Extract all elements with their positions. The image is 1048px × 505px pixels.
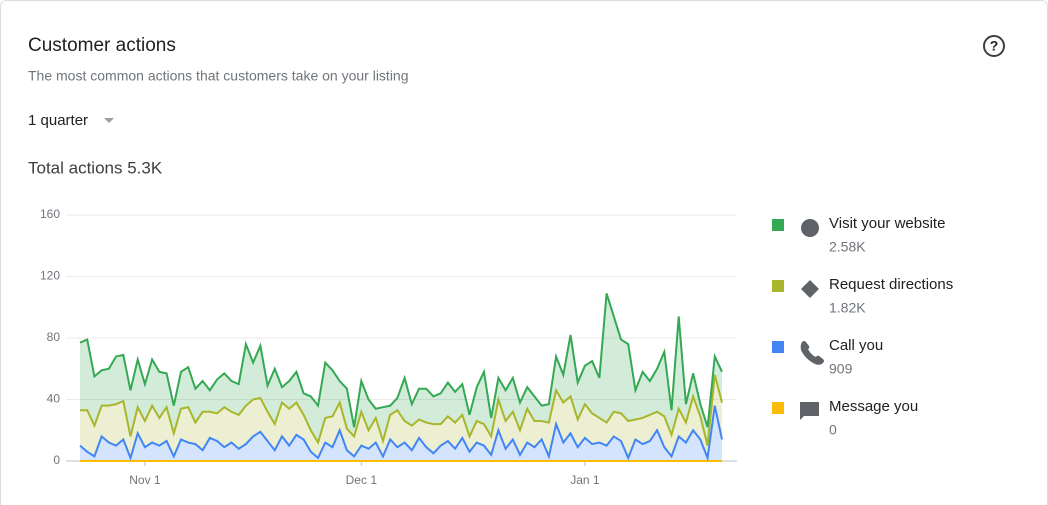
directions-icon — [801, 280, 819, 298]
legend-swatch — [772, 280, 784, 292]
dropdown-arrow[interactable] — [104, 118, 114, 123]
message-icon — [800, 402, 819, 420]
x-tick-label: Nov 1 — [129, 473, 161, 487]
legend-total: 0 — [829, 422, 837, 438]
legend: Visit your website 2.58K Request direction… — [772, 215, 953, 438]
total-actions: Total actions 5.3K — [28, 158, 163, 177]
legend-label: Visit your website — [829, 215, 945, 232]
subtitle: The most common actions that customers t… — [28, 68, 409, 84]
help-icon[interactable]: ? — [983, 35, 1005, 57]
plot: 0 40 80 120 160 Nov 1 Dec 1 Jan 1 — [40, 207, 737, 487]
help-circle[interactable] — [983, 35, 1005, 57]
legend-icons — [800, 219, 824, 420]
area — [80, 293, 722, 446]
line — [79, 405, 723, 462]
line — [79, 293, 723, 428]
legend-swatch — [772, 219, 784, 231]
area — [80, 405, 722, 461]
legend-swatch — [772, 402, 784, 414]
legend-total: 2.58K — [829, 239, 866, 255]
title: Customer actions — [28, 35, 176, 56]
help-mark[interactable]: ? — [990, 38, 999, 54]
legend-swatch — [772, 341, 784, 353]
y-tick-label: 160 — [40, 207, 60, 221]
legend-total: 1.82K — [829, 300, 866, 316]
line — [80, 374, 723, 446]
y-tick-label: 80 — [47, 330, 61, 344]
y-tick-label: 120 — [40, 269, 60, 283]
x-tick-label: Jan 1 — [570, 473, 600, 487]
y-tick-label: 40 — [47, 392, 61, 406]
globe-icon — [801, 219, 819, 237]
legend-label: Request directions — [829, 276, 953, 293]
period-selector[interactable]: 1 quarter — [28, 112, 114, 129]
phone-icon — [800, 341, 824, 365]
y-tick-label: 0 — [53, 453, 60, 467]
period-label[interactable]: 1 quarter — [28, 112, 88, 129]
legend-label: Call you — [829, 337, 883, 354]
legend-total: 909 — [829, 361, 853, 377]
x-tick-label: Dec 1 — [346, 473, 378, 487]
legend-label: Message you — [829, 398, 918, 415]
